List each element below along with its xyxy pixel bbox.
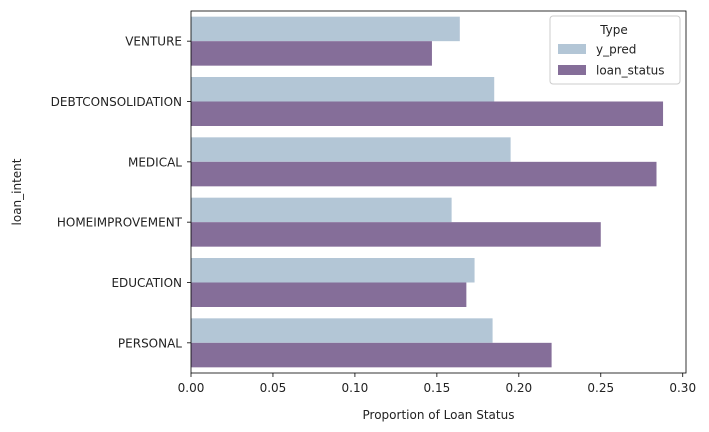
legend-label-loan-status: loan_status	[596, 64, 665, 78]
y-tick-label: PERSONAL	[118, 336, 182, 350]
y-tick-label: HOMEIMPROVEMENT	[57, 216, 183, 230]
legend-swatch-loan-status	[558, 65, 586, 75]
plot-frame	[190, 10, 687, 374]
bar-loan-status-medical	[191, 161, 657, 187]
legend: Type y_pred loan_status	[549, 15, 681, 85]
y-tick-label: VENTURE	[125, 35, 182, 49]
legend-entries: y_pred loan_status	[558, 43, 665, 78]
legend-title: Type	[599, 23, 628, 37]
bar-loan-status-education	[191, 282, 467, 307]
x-tick-label: 0.30	[669, 381, 696, 395]
bar-y-pred-homeimprovement	[191, 197, 452, 223]
x-tick-label: 0.05	[260, 381, 287, 395]
bar-y-pred-medical	[191, 137, 511, 162]
y-axis-title: loan_intent	[10, 158, 24, 225]
y-ticks: VENTURE DEBTCONSOLIDATION MEDICAL HOMEIMPRO…	[51, 35, 191, 350]
legend-label-y-pred: y_pred	[596, 43, 636, 57]
x-tick-label: 0.25	[587, 381, 614, 395]
x-tick-label: 0.00	[178, 381, 205, 395]
x-ticks: 0.00 0.05 0.10 0.15 0.20 0.25 0.30	[178, 373, 696, 395]
x-tick-label: 0.15	[424, 381, 451, 395]
x-axis-title: Proportion of Loan Status	[363, 408, 515, 422]
bar-loan-status-personal	[191, 342, 552, 368]
bar-y-pred-venture	[191, 16, 460, 42]
bars-layer	[191, 16, 664, 368]
bar-loan-status-homeimprovement	[191, 222, 601, 247]
y-tick-label: DEBTCONSOLIDATION	[51, 95, 182, 109]
bar-loan-status-debtconsolidation	[191, 101, 664, 126]
x-tick-label: 0.20	[505, 381, 532, 395]
y-tick-label: EDUCATION	[111, 276, 182, 290]
bar-y-pred-education	[191, 258, 475, 283]
legend-swatch-y-pred	[558, 44, 586, 54]
bar-y-pred-personal	[191, 318, 493, 343]
y-tick-label: MEDICAL	[128, 155, 182, 169]
bar-loan-status-venture	[191, 41, 432, 66]
bar-y-pred-debtconsolidation	[191, 77, 495, 102]
x-tick-label: 0.10	[342, 381, 369, 395]
